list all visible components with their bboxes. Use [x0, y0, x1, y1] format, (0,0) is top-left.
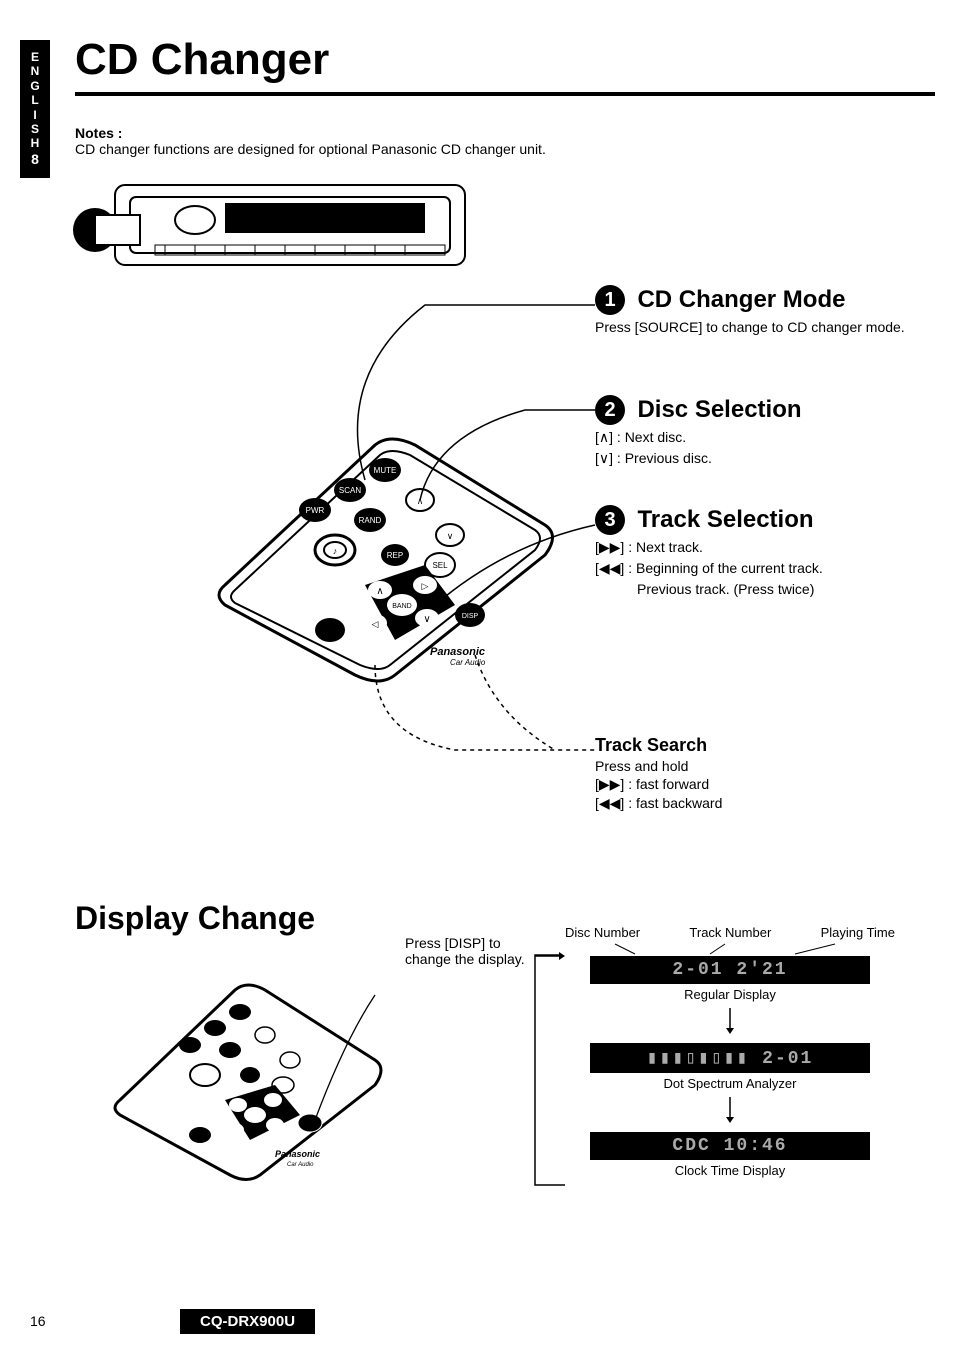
page-title: CD Changer — [75, 35, 329, 85]
track-search-hint: Press and hold — [595, 758, 722, 774]
callout-badge-1: 1 — [595, 285, 625, 315]
svg-text:Panasonic: Panasonic — [275, 1149, 320, 1159]
svg-text:∧: ∧ — [376, 586, 383, 597]
callout-badge-3: 3 — [595, 505, 625, 535]
svg-text:▷: ▷ — [422, 581, 429, 591]
track-search-line: [◀◀] : fast backward — [595, 795, 722, 812]
svg-text:REP: REP — [387, 551, 403, 560]
callout-badge-2: 2 — [595, 395, 625, 425]
track-search-title: Track Search — [595, 735, 722, 756]
svg-text:∨: ∨ — [447, 531, 454, 541]
callout-cd-changer-mode: 1 CD Changer Mode Press [SOURCE] to chan… — [595, 285, 905, 335]
callout-title: Disc Selection — [637, 396, 801, 424]
lcd-screen-spectrum: ▮▮▮▯▮▯▮▮ 2-01 — [590, 1043, 870, 1073]
tab-letter: S — [20, 122, 50, 136]
remote-small-illustration: Panasonic Car Audio — [105, 960, 395, 1180]
notes-text: CD changer functions are designed for op… — [75, 141, 546, 157]
svg-text:◁: ◁ — [372, 619, 379, 629]
svg-text:DISP: DISP — [462, 613, 479, 620]
loop-arrow-icon — [525, 945, 565, 1190]
svg-text:Car Audio: Car Audio — [450, 658, 486, 667]
svg-text:BAND: BAND — [392, 603, 411, 610]
svg-text:Car Audio: Car Audio — [287, 1162, 314, 1168]
lcd-screen-clock: CDC 10:46 — [590, 1132, 870, 1160]
language-tab: E N G L I S H 8 — [20, 40, 50, 178]
tab-section-page: 8 — [31, 151, 39, 167]
svg-text:SCAN: SCAN — [339, 486, 361, 495]
tab-letter: H — [20, 136, 50, 150]
callout-text: [∨] : Previous disc. — [595, 450, 802, 467]
track-search-line: [▶▶] : fast forward — [595, 776, 722, 793]
callout-text: Press [SOURCE] to change to CD changer m… — [595, 319, 905, 335]
callout-text: [▶▶] : Next track. — [595, 539, 823, 556]
lcd-caption: Dot Spectrum Analyzer — [565, 1076, 895, 1091]
headunit-illustration — [75, 175, 475, 285]
notes-block: Notes : CD changer functions are designe… — [75, 125, 546, 157]
model-badge: CQ-DRX900U — [180, 1309, 315, 1334]
lcd-caption: Regular Display — [565, 987, 895, 1002]
lcd-label: Disc Number — [565, 925, 640, 940]
page-number: 16 — [30, 1313, 46, 1329]
tab-letter: L — [20, 93, 50, 107]
title-rule — [75, 92, 935, 96]
lcd-label: Track Number — [689, 925, 771, 940]
svg-text:♪: ♪ — [333, 546, 338, 556]
label-leader-lines — [565, 944, 895, 954]
svg-text:∨: ∨ — [423, 614, 430, 625]
display-change-section: Display Change Panasonic Car Audio Press… — [75, 900, 935, 1230]
callout-title: Track Selection — [637, 506, 813, 534]
callout-text: [◀◀] : Beginning of the current track. — [595, 560, 823, 577]
diagram-area: PWR SCAN MUTE RAND ∧ ∨ ♪ REP SEL ∧ ▷ ◁ ∨… — [75, 175, 935, 875]
lcd-label: Playing Time — [821, 925, 895, 940]
svg-text:Panasonic: Panasonic — [430, 646, 485, 658]
callout-text: Previous track. (Press twice) — [637, 581, 823, 597]
notes-label: Notes : — [75, 125, 122, 141]
remote-illustration: PWR SCAN MUTE RAND ∧ ∨ ♪ REP SEL ∧ ▷ ◁ ∨… — [205, 405, 565, 685]
svg-text:SEL: SEL — [432, 561, 448, 570]
lcd-caption: Clock Time Display — [565, 1163, 895, 1178]
callout-track-selection: 3 Track Selection [▶▶] : Next track. [◀◀… — [595, 505, 823, 597]
tab-letter: G — [20, 79, 50, 93]
callout-title: CD Changer Mode — [637, 286, 845, 314]
arrow-down-icon — [565, 1008, 895, 1037]
lcd-screen-regular: 2-01 2'21 — [590, 956, 870, 984]
disp-hint: Press [DISP] to change the display. — [405, 935, 545, 967]
svg-text:∧: ∧ — [417, 496, 424, 506]
tab-letter: I — [20, 108, 50, 122]
track-search-block: Track Search Press and hold [▶▶] : fast … — [595, 735, 722, 812]
lcd-column-labels: Disc Number Track Number Playing Time — [565, 925, 895, 940]
svg-text:MUTE: MUTE — [374, 466, 397, 475]
svg-text:RAND: RAND — [359, 516, 382, 525]
tab-letter: N — [20, 64, 50, 78]
display-chain: Disc Number Track Number Playing Time 2-… — [565, 925, 895, 1178]
callout-disc-selection: 2 Disc Selection [∧] : Next disc. [∨] : … — [595, 395, 802, 467]
svg-text:PWR: PWR — [306, 506, 325, 515]
arrow-down-icon — [565, 1097, 895, 1126]
callout-text: [∧] : Next disc. — [595, 429, 802, 446]
tab-letter: E — [20, 50, 50, 64]
